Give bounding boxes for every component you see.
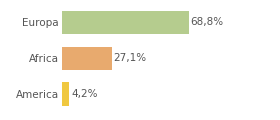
Bar <box>62 82 69 106</box>
Bar <box>62 11 189 34</box>
Bar <box>62 47 112 70</box>
Text: 68,8%: 68,8% <box>191 17 224 27</box>
Text: 4,2%: 4,2% <box>71 89 98 99</box>
Text: 27,1%: 27,1% <box>113 53 147 63</box>
